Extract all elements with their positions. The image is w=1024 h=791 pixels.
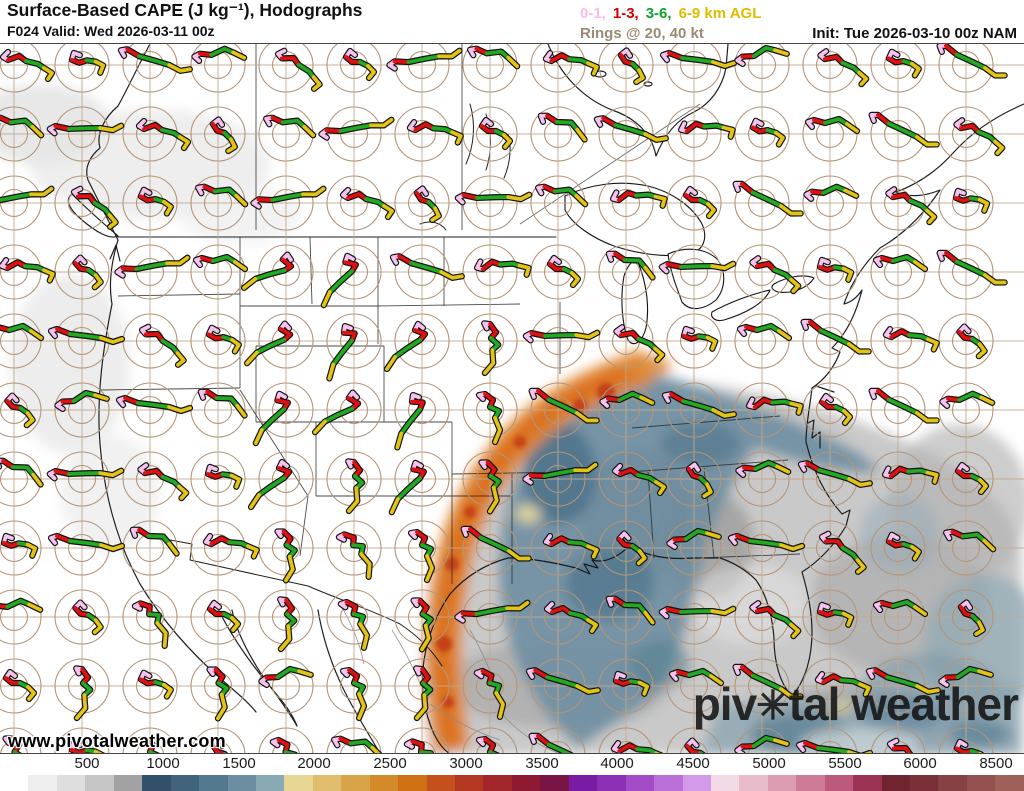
legend-item-1-3: 1-3, bbox=[612, 5, 639, 22]
colorbar-tick: 2500 bbox=[373, 755, 407, 772]
legend-item-3-6: 3-6, bbox=[645, 5, 672, 22]
legend-item-6-9: 6-9 km AGL bbox=[678, 5, 762, 22]
brand-sun-icon: ✳ bbox=[756, 684, 790, 728]
colorbar-tick: 4500 bbox=[676, 755, 710, 772]
rings-label: Rings @ 20, 40 kt bbox=[580, 25, 704, 42]
colorbar-tick: 8500 bbox=[979, 755, 1013, 772]
cape-colorbar: 500 1000 1500 2000 2500 3000 3500 4000 4500 5000 5… bbox=[0, 754, 1024, 791]
state-borders bbox=[99, 44, 801, 584]
colorbar-cells bbox=[0, 775, 1024, 791]
colorbar-tick: 2000 bbox=[297, 755, 331, 772]
colorbar-tick: 1000 bbox=[146, 755, 180, 772]
watermark-brand: piv✳tal weather bbox=[692, 678, 1019, 730]
colorbar-tick: 6000 bbox=[903, 755, 937, 772]
page-title: Surface-Based CAPE (J kg⁻¹), Hodographs bbox=[7, 0, 363, 20]
colorbar-tick: 5500 bbox=[828, 755, 862, 772]
hodograph-layer bbox=[0, 44, 1024, 753]
colorbar-tick: 3500 bbox=[525, 755, 559, 772]
colorbar-tick: 1500 bbox=[222, 755, 256, 772]
colorbar-tick-labels: 500 1000 1500 2000 2500 3000 3500 4000 4500 5000 5… bbox=[0, 755, 1024, 775]
colorbar-tick: 500 bbox=[74, 755, 100, 772]
colorbar-tick: 3000 bbox=[449, 755, 483, 772]
forecast-valid-label: F024 Valid: Wed 2026-03-11 00z bbox=[7, 23, 215, 39]
watermark-url: www.pivotalweather.com bbox=[8, 731, 226, 751]
map-canvas: www.pivotalweather.com piv✳tal weather bbox=[0, 43, 1024, 754]
hodograph-legend: 0-1, 1-3, 3-6, 6-9 km AGL bbox=[580, 5, 768, 22]
colorbar-tick: 5000 bbox=[752, 755, 786, 772]
init-label: Init: Tue 2026-03-10 00z NAM bbox=[812, 25, 1017, 42]
legend-item-0-1: 0-1, bbox=[580, 5, 606, 22]
map-header: Surface-Based CAPE (J kg⁻¹), Hodographs … bbox=[0, 0, 1024, 43]
colorbar-tick: 4000 bbox=[600, 755, 634, 772]
